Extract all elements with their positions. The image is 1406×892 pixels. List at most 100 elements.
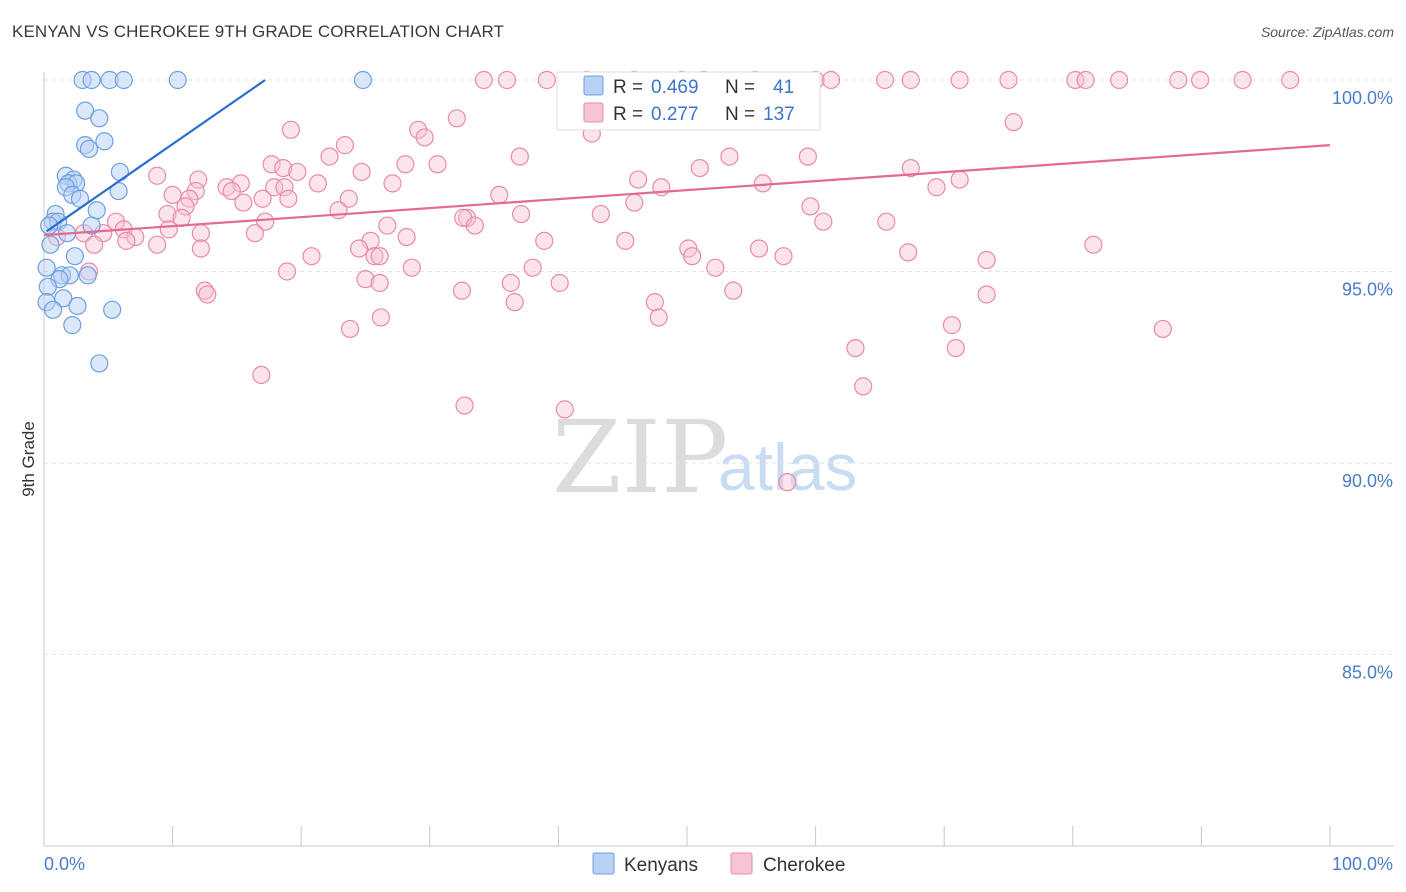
watermark-zip: ZIP — [552, 399, 728, 516]
cherokee-point — [274, 158, 293, 178]
cherokee-point — [198, 285, 217, 304]
cherokee-point — [1066, 70, 1085, 90]
cherokee-point — [778, 473, 797, 492]
cherokee-point — [927, 178, 946, 197]
cherokee-point — [877, 212, 896, 231]
series-legend-swatch-kenyans — [592, 852, 615, 875]
cherokee-point — [946, 339, 965, 358]
cherokee-point — [85, 235, 104, 254]
legend-r-label-kenyans: R = — [613, 77, 643, 98]
cherokee-point — [308, 174, 328, 193]
cherokee-point — [277, 262, 297, 281]
cherokee-point — [875, 70, 895, 90]
kenyans-point — [90, 109, 109, 128]
cherokee-point — [774, 247, 793, 266]
cherokee-point — [288, 162, 307, 182]
series-legend-label-cherokee: Cherokee — [763, 855, 845, 876]
kenyans-point — [103, 300, 122, 319]
cherokee-point — [497, 70, 517, 90]
y-tick-label: 85.0% — [1342, 663, 1393, 683]
cherokee-point — [625, 193, 644, 212]
kenyans-point — [114, 70, 133, 90]
cherokee-point — [1076, 70, 1095, 90]
cherokee-point — [176, 197, 195, 216]
cherokee-point — [999, 70, 1018, 90]
cherokee-point — [846, 339, 865, 358]
source-label: Source: ZipAtlas.com — [1260, 24, 1394, 40]
cherokee-point — [683, 247, 702, 266]
cherokee-point — [320, 147, 339, 166]
cherokee-point — [370, 247, 389, 266]
cherokee-point — [950, 170, 969, 189]
cherokee-point — [189, 170, 208, 189]
cherokee-point — [415, 128, 434, 147]
cherokee-point — [234, 193, 253, 212]
series-legend: Kenyans Cherokee — [592, 852, 845, 876]
cherokee-point — [349, 239, 369, 258]
legend-swatch-kenyans — [583, 75, 604, 96]
cherokee-point — [1191, 70, 1210, 90]
cherokee-point — [457, 208, 477, 227]
cherokee-point — [950, 70, 969, 90]
cherokee-point — [252, 365, 271, 385]
legend-r-label-cherokee: R = — [613, 104, 643, 125]
cherokee-point — [629, 170, 648, 189]
kenyans-point — [82, 216, 101, 235]
cherokee-point — [335, 136, 355, 155]
cherokee-point — [281, 120, 301, 139]
cherokee-point — [901, 158, 920, 178]
cherokee-trend-line — [43, 144, 1331, 237]
cherokee-point — [356, 270, 375, 289]
kenyans-point — [82, 70, 101, 90]
cherokee-point — [275, 178, 294, 197]
cherokee-point — [510, 147, 529, 166]
legend-n-label-kenyans: N = — [725, 77, 755, 98]
cherokee-point — [649, 308, 668, 327]
legend-r-value-kenyans: 0.469 — [651, 77, 699, 98]
series-legend-label-kenyans: Kenyans — [624, 855, 698, 876]
cherokee-point — [523, 258, 542, 277]
cherokee-point — [428, 155, 447, 174]
cherokee-point — [724, 281, 743, 300]
cherokee-point — [245, 224, 265, 243]
cherokee-point — [339, 189, 358, 208]
cherokee-point — [1281, 70, 1300, 90]
y-tick-label: 100.0% — [1332, 88, 1393, 108]
kenyans-point — [37, 258, 56, 277]
chart-title: KENYAN VS CHEROKEE 9TH GRADE CORRELATION… — [12, 22, 505, 41]
cherokee-point — [397, 227, 416, 247]
cherokee-point — [455, 396, 474, 415]
cherokee-point — [814, 212, 833, 231]
cherokee-point — [505, 293, 524, 312]
cherokee-point — [720, 147, 739, 166]
cherokee-point — [365, 247, 384, 266]
cherokee-point — [370, 273, 389, 293]
cherokee-point — [977, 250, 996, 270]
cherokee-point — [550, 273, 569, 293]
cherokee-point — [798, 147, 817, 166]
cherokee-point — [899, 243, 918, 262]
kenyans-point — [43, 300, 63, 319]
kenyans-point — [78, 266, 97, 285]
cherokee-point — [1004, 113, 1023, 132]
cherokee-point — [378, 216, 397, 235]
cherokee-point — [383, 174, 402, 193]
cherokee-point — [1169, 70, 1188, 90]
cherokee-point — [148, 166, 167, 185]
cherokee-point — [159, 220, 178, 239]
cherokee-point — [222, 181, 241, 201]
trend-lines — [43, 79, 1331, 237]
legend-r-value-cherokee: 0.277 — [651, 104, 699, 125]
cherokee-point — [942, 316, 962, 335]
kenyans-point — [76, 101, 95, 120]
kenyans-point — [65, 247, 84, 266]
cherokee-point — [117, 231, 136, 250]
cherokee-point — [555, 400, 574, 419]
kenyans-point — [90, 354, 109, 373]
cherokee-point — [371, 308, 391, 327]
cherokee-point — [1233, 70, 1252, 90]
cherokee-point — [535, 231, 554, 250]
cherokee-point — [158, 204, 177, 224]
kenyans-point — [63, 316, 82, 335]
